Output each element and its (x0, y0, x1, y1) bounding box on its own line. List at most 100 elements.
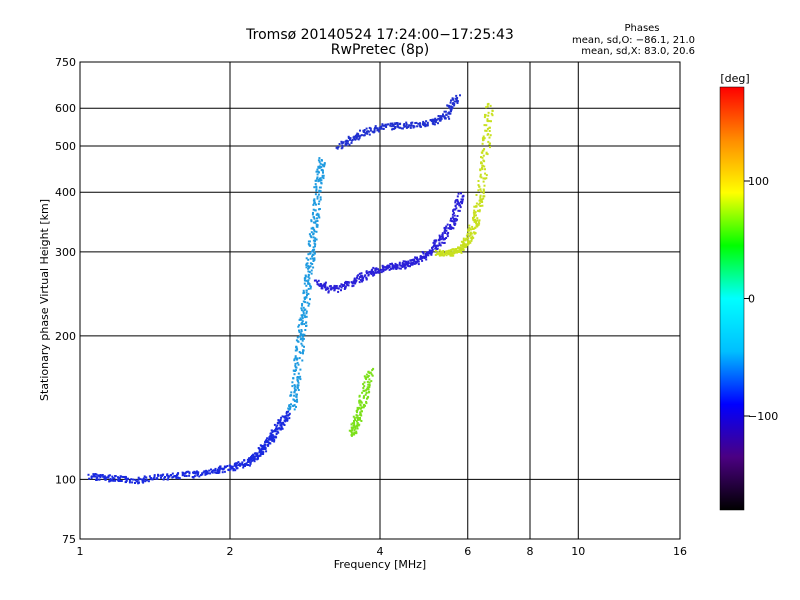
data-point (448, 253, 451, 256)
data-point (471, 237, 474, 240)
data-point (317, 215, 320, 218)
data-point (229, 465, 232, 468)
data-point (113, 477, 116, 480)
data-point (389, 124, 392, 127)
data-point (314, 193, 317, 196)
data-point (381, 268, 384, 271)
colorbar-tick-label: −100 (748, 410, 778, 423)
data-point (362, 389, 365, 392)
y-tick-label: 200 (55, 330, 76, 343)
data-point (358, 401, 361, 404)
data-point (480, 156, 482, 159)
data-point (384, 266, 387, 269)
data-point (316, 281, 319, 283)
data-point (142, 477, 145, 480)
data-point (407, 125, 410, 128)
data-point (433, 119, 436, 121)
data-point (296, 361, 299, 364)
data-point (316, 195, 319, 198)
data-point (375, 268, 377, 271)
data-point (370, 380, 373, 383)
data-point (356, 418, 359, 421)
data-point (451, 98, 454, 101)
data-point (404, 266, 407, 269)
data-point (432, 241, 435, 244)
data-point (386, 264, 389, 267)
data-point (125, 479, 128, 482)
data-point (267, 438, 270, 441)
data-point (308, 233, 311, 236)
data-point (451, 248, 454, 251)
data-point (369, 129, 372, 132)
data-point (175, 477, 178, 480)
data-point (475, 220, 478, 223)
data-point (471, 235, 474, 238)
data-point (91, 475, 93, 478)
data-point (481, 168, 484, 171)
data-point (364, 389, 367, 392)
data-point (255, 453, 258, 456)
data-point (301, 333, 304, 336)
data-point (318, 160, 321, 163)
data-point (460, 251, 463, 254)
data-point (177, 476, 180, 479)
data-point (157, 474, 160, 477)
data-point (204, 472, 207, 475)
data-point (320, 166, 323, 169)
data-point (304, 329, 307, 331)
data-point (377, 269, 380, 272)
data-point (306, 294, 308, 296)
data-point (307, 304, 310, 307)
data-point (256, 452, 259, 455)
data-point (367, 130, 370, 133)
data-point (297, 363, 300, 366)
data-point (162, 478, 165, 481)
data-point (353, 277, 356, 280)
data-point (316, 173, 319, 176)
data-point (134, 479, 137, 482)
data-point (422, 122, 425, 125)
data-point (288, 404, 291, 407)
data-point (315, 189, 318, 192)
data-point (487, 140, 490, 143)
data-point (310, 219, 313, 222)
data-point (368, 381, 371, 384)
data-point (187, 470, 190, 473)
data-point (354, 425, 357, 428)
data-point (270, 436, 273, 439)
data-point (305, 257, 308, 260)
data-point (478, 222, 481, 225)
data-point (465, 234, 468, 237)
data-point (313, 216, 315, 219)
data-point (295, 395, 298, 398)
data-point (355, 416, 358, 419)
data-point (351, 282, 354, 285)
data-point (313, 257, 316, 260)
data-point (391, 267, 394, 270)
data-point (453, 104, 456, 107)
data-point (92, 475, 95, 478)
data-point (407, 260, 410, 263)
data-point (443, 115, 446, 118)
data-point (426, 123, 429, 126)
data-point (318, 208, 321, 210)
data-point (295, 345, 298, 348)
colorbar-tick-label: 100 (748, 175, 769, 188)
data-point (251, 457, 254, 460)
data-point (489, 134, 492, 137)
data-point (425, 258, 428, 261)
data-point (326, 286, 329, 289)
data-point (120, 480, 123, 482)
data-point (438, 242, 441, 245)
data-point (252, 456, 255, 459)
data-point (452, 217, 455, 220)
data-point (423, 122, 426, 125)
data-point (370, 273, 373, 276)
data-point (315, 225, 318, 228)
data-point (87, 473, 90, 476)
data-point (362, 387, 365, 389)
data-point (368, 390, 371, 393)
data-point (298, 357, 301, 360)
data-point (324, 281, 327, 284)
data-point (305, 284, 308, 287)
